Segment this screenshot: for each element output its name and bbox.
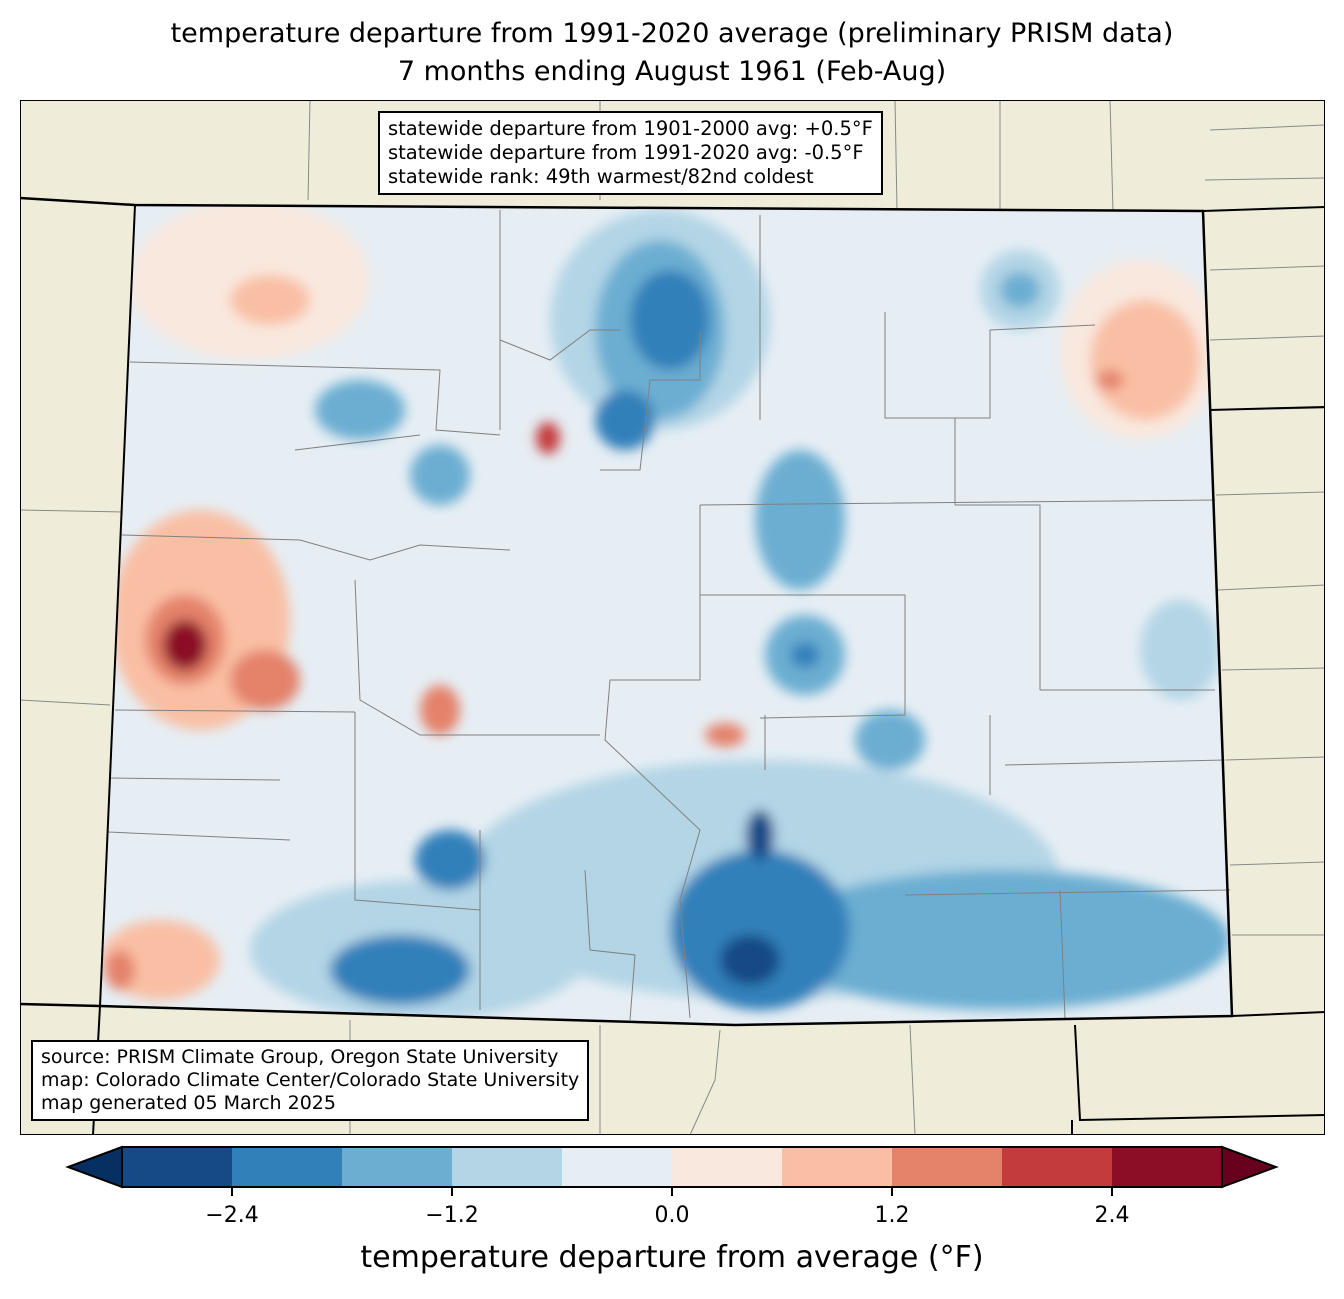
map-panel bbox=[20, 100, 1325, 1135]
colorbar-bin bbox=[1112, 1147, 1223, 1187]
colorbar-tick-label: 0.0 bbox=[654, 1203, 690, 1228]
colorbar-bin bbox=[232, 1147, 343, 1187]
colorbar-under-arrow bbox=[65, 1145, 123, 1189]
colorbar-bin bbox=[122, 1147, 233, 1187]
temperature-field bbox=[100, 205, 1232, 1025]
colorbar bbox=[65, 1145, 1279, 1196]
source-box: source: PRISM Climate Group, Oregon Stat… bbox=[31, 1040, 590, 1121]
statewide-stats-box: statewide departure from 1901-2000 avg: … bbox=[378, 111, 883, 195]
neighbor-county-lines bbox=[20, 100, 1325, 1135]
title-line-2: 7 months ending August 1961 (Feb-Aug) bbox=[397, 56, 947, 87]
source-line-1: source: PRISM Climate Group, Oregon Stat… bbox=[41, 1046, 559, 1068]
colorbar-bin bbox=[452, 1147, 563, 1187]
colorbar-bin bbox=[782, 1147, 893, 1187]
source-line-3: map generated 05 March 2025 bbox=[41, 1092, 336, 1114]
colorbar-bin bbox=[342, 1147, 453, 1187]
colorbar-bin bbox=[892, 1147, 1003, 1187]
colorbar-tick-label: 1.2 bbox=[874, 1203, 910, 1228]
stats-line-1: statewide departure from 1901-2000 avg: … bbox=[388, 117, 873, 140]
stats-line-3: statewide rank: 49th warmest/82nd coldes… bbox=[388, 165, 814, 188]
state-borders bbox=[92, 204, 1325, 1135]
colorbar-bin bbox=[672, 1147, 783, 1187]
colorbar-tick-label: −2.4 bbox=[205, 1203, 259, 1228]
source-line-2: map: Colorado Climate Center/Colorado St… bbox=[41, 1069, 580, 1091]
colorbar-tick-label: 2.4 bbox=[1094, 1203, 1130, 1228]
colorbar-bin bbox=[562, 1147, 673, 1187]
title-line-1: temperature departure from 1991-2020 ave… bbox=[170, 18, 1174, 49]
colorbar-tick-label: −1.2 bbox=[425, 1203, 479, 1228]
colorbar-over-arrow bbox=[1221, 1145, 1279, 1189]
stats-line-2: statewide departure from 1991-2020 avg: … bbox=[388, 141, 864, 164]
colorbar-bin bbox=[1002, 1147, 1113, 1187]
county-lines bbox=[107, 210, 1231, 1021]
colorbar-label: temperature departure from average (°F) bbox=[360, 1240, 984, 1275]
